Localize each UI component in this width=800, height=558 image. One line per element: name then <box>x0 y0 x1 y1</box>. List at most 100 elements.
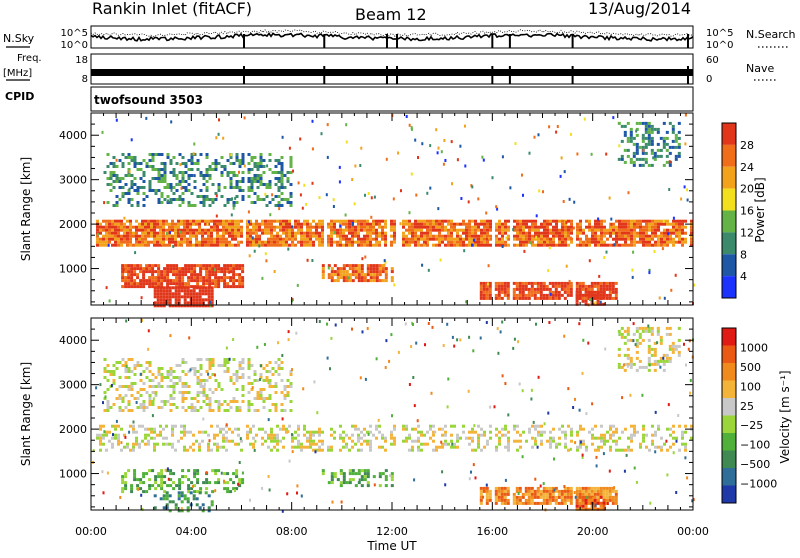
data-cell <box>222 437 225 440</box>
data-cell <box>366 232 369 235</box>
data-cell <box>146 406 149 409</box>
data-cell <box>273 440 276 443</box>
data-cell <box>459 437 462 440</box>
data-cell <box>189 232 192 235</box>
data-cell <box>149 403 152 406</box>
data-cell <box>534 294 537 297</box>
data-cell <box>166 484 169 487</box>
data-cell <box>222 440 225 443</box>
noise-cell <box>542 190 544 193</box>
noise-cell <box>260 364 262 367</box>
data-cell <box>287 180 290 183</box>
data-cell <box>537 493 540 496</box>
data-cell <box>164 165 167 168</box>
data-cell <box>233 358 236 361</box>
data-cell <box>358 264 361 267</box>
data-cell <box>528 297 531 300</box>
y-tick-label: 2000 <box>59 218 87 231</box>
data-cell <box>564 238 567 241</box>
data-cell <box>134 159 137 162</box>
data-cell <box>495 294 498 297</box>
data-cell <box>143 370 146 373</box>
data-cell <box>169 267 172 270</box>
data-cell <box>278 201 281 204</box>
data-cell <box>633 425 636 428</box>
noise-cell <box>299 138 301 141</box>
data-cell <box>364 475 367 478</box>
data-cell <box>516 499 519 502</box>
data-cell <box>266 204 269 207</box>
noise-cell <box>405 322 407 325</box>
data-cell <box>113 162 116 165</box>
data-cell <box>348 241 351 244</box>
data-cell <box>215 165 218 168</box>
noise-cell <box>414 139 416 142</box>
data-cell <box>182 370 185 373</box>
data-cell <box>182 382 185 385</box>
data-cell <box>120 238 123 241</box>
data-cell <box>107 409 110 412</box>
noise-cell <box>214 374 216 377</box>
data-cell <box>642 140 645 143</box>
data-cell <box>270 238 273 241</box>
data-cell <box>346 481 349 484</box>
data-cell <box>208 267 211 270</box>
data-cell <box>130 282 133 285</box>
data-cell <box>216 443 219 446</box>
data-cell <box>171 238 174 241</box>
data-cell <box>236 370 239 373</box>
data-cell <box>495 285 498 288</box>
data-cell <box>131 385 134 388</box>
data-cell <box>178 292 181 295</box>
data-cell <box>205 279 208 282</box>
data-cell <box>200 373 203 376</box>
data-cell <box>122 195 125 198</box>
data-cell <box>225 220 228 223</box>
noise-cell <box>604 348 606 351</box>
data-cell <box>126 244 129 247</box>
data-cell <box>411 241 414 244</box>
data-cell <box>147 232 150 235</box>
data-cell <box>498 499 501 502</box>
data-cell <box>432 449 435 452</box>
data-cell <box>172 472 175 475</box>
data-cell <box>126 241 129 244</box>
data-cell <box>597 244 600 247</box>
data-cell <box>594 244 597 247</box>
data-cell <box>480 229 483 232</box>
data-cell <box>236 156 239 159</box>
data-cell <box>260 165 263 168</box>
data-cell <box>137 361 140 364</box>
data-cell <box>504 428 507 431</box>
data-cell <box>251 177 254 180</box>
data-cell <box>233 201 236 204</box>
data-cell <box>166 497 169 500</box>
data-cell <box>193 490 196 493</box>
data-cell <box>300 244 303 247</box>
data-cell <box>297 241 300 244</box>
data-cell <box>666 428 669 431</box>
data-cell <box>423 434 426 437</box>
noise-cell <box>215 136 217 139</box>
data-cell <box>184 289 187 292</box>
data-cell <box>555 285 558 288</box>
data-cell <box>237 235 240 238</box>
data-cell <box>531 446 534 449</box>
data-cell <box>166 279 169 282</box>
data-cell <box>116 201 119 204</box>
data-cell <box>603 220 606 223</box>
data-cell <box>321 238 324 241</box>
data-cell <box>549 502 552 505</box>
data-cell <box>621 336 624 339</box>
data-cell <box>163 475 166 478</box>
data-cell <box>287 177 290 180</box>
noise-cell <box>417 156 419 159</box>
data-cell <box>141 241 144 244</box>
data-cell <box>242 394 245 397</box>
data-cell <box>164 180 167 183</box>
data-cell <box>648 351 651 354</box>
data-cell <box>219 235 222 238</box>
data-cell <box>195 235 198 238</box>
data-cell <box>162 443 165 446</box>
data-cell <box>294 238 297 241</box>
